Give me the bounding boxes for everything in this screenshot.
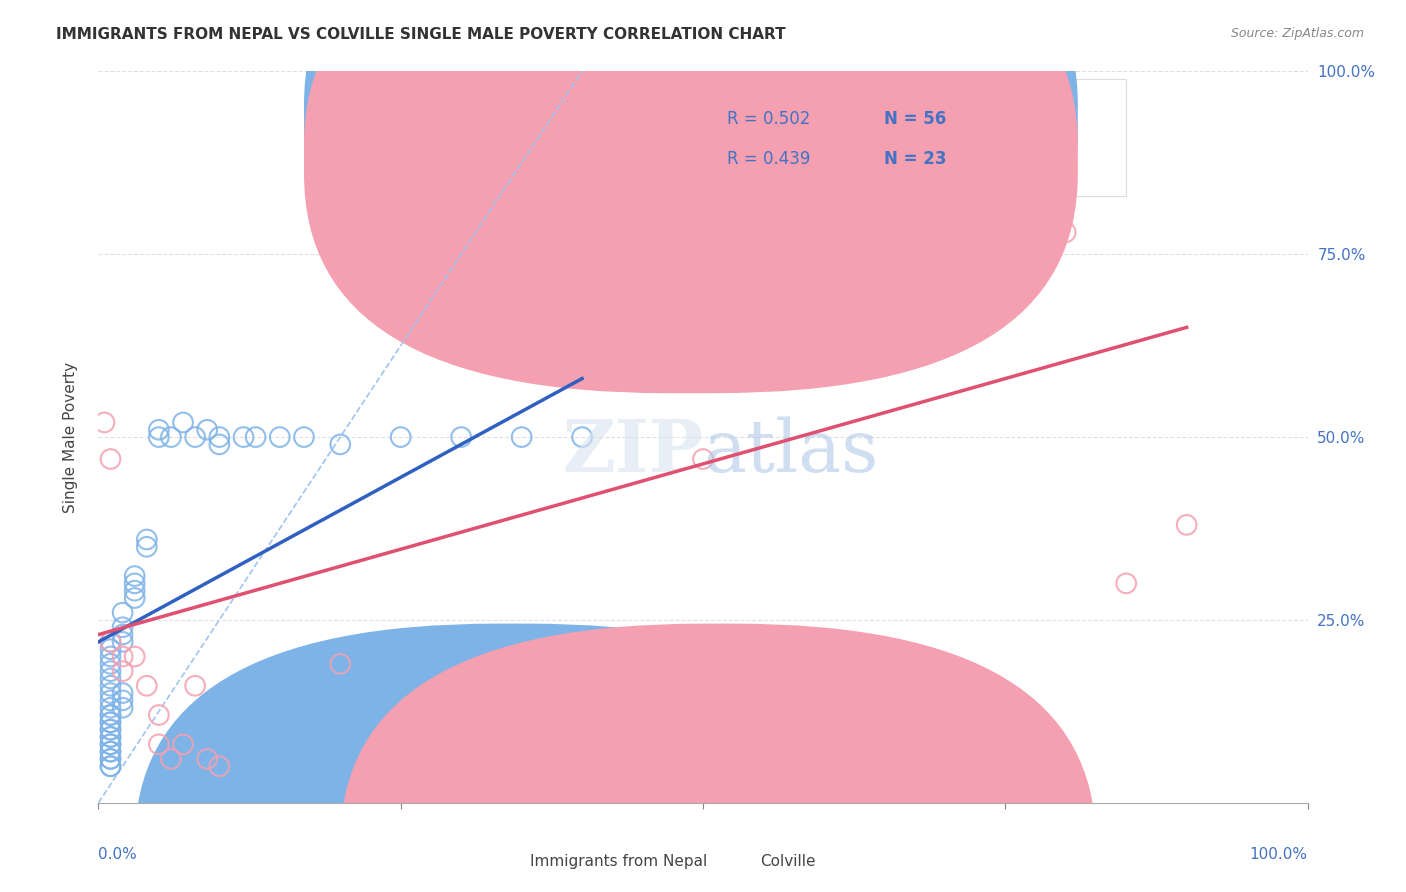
Point (100, 679, 122, 693)
Point (208, 759, 231, 773)
Point (100, 737, 122, 751)
Point (111, 700, 134, 714)
Text: Colville: Colville (759, 854, 815, 869)
Point (329, 657, 352, 671)
Point (124, 591, 146, 605)
Point (100, 642, 122, 657)
Point (124, 576, 146, 591)
Point (100, 752, 122, 766)
Point (100, 723, 122, 737)
Point (124, 583, 146, 598)
Point (245, 430, 267, 444)
Point (100, 657, 122, 671)
Point (100, 635, 122, 649)
Point (100, 452, 122, 467)
Point (172, 416, 194, 430)
Point (100, 672, 122, 686)
Point (100, 693, 122, 707)
Point (100, 686, 122, 700)
Point (208, 437, 231, 451)
Point (232, 430, 254, 444)
Point (510, 430, 533, 444)
Point (100, 752, 122, 766)
Point (329, 437, 352, 451)
Point (100, 723, 122, 737)
Point (1175, 517, 1198, 532)
Point (111, 664, 134, 678)
Point (135, 540, 157, 554)
Point (100, 635, 122, 649)
Point (111, 649, 134, 664)
Point (208, 430, 231, 444)
Text: Immigrants from Nepal: Immigrants from Nepal (530, 854, 707, 869)
FancyBboxPatch shape (304, 0, 1078, 393)
Text: R = 0.439: R = 0.439 (727, 150, 810, 168)
Point (813, 320, 835, 334)
Point (148, 423, 170, 437)
FancyBboxPatch shape (304, 0, 1078, 353)
Text: atlas: atlas (703, 417, 879, 487)
FancyBboxPatch shape (643, 78, 1126, 195)
Point (100, 745, 122, 759)
Text: Source: ZipAtlas.com: Source: ZipAtlas.com (1230, 27, 1364, 40)
Point (111, 686, 134, 700)
Point (124, 649, 146, 664)
Point (100, 715, 122, 730)
FancyBboxPatch shape (135, 624, 890, 892)
Point (111, 627, 134, 641)
Point (148, 430, 170, 444)
Text: R = 0.502: R = 0.502 (727, 110, 810, 128)
Point (111, 635, 134, 649)
Point (450, 693, 472, 707)
Point (100, 737, 122, 751)
Point (100, 708, 122, 723)
Point (184, 679, 207, 693)
Point (450, 430, 472, 444)
Point (135, 679, 157, 693)
Point (100, 745, 122, 759)
Point (292, 430, 315, 444)
Point (100, 664, 122, 678)
Point (100, 649, 122, 664)
Point (1115, 576, 1137, 591)
Point (172, 737, 194, 751)
Point (111, 606, 134, 620)
Point (184, 430, 207, 444)
Point (100, 730, 122, 744)
Point (389, 430, 412, 444)
Point (1054, 225, 1077, 239)
Point (100, 715, 122, 730)
Point (100, 708, 122, 723)
Point (934, 298, 956, 312)
Point (160, 752, 183, 766)
Text: N = 23: N = 23 (884, 150, 946, 168)
Point (269, 430, 291, 444)
Point (111, 620, 134, 634)
Point (148, 737, 170, 751)
Point (100, 730, 122, 744)
FancyBboxPatch shape (340, 624, 1097, 892)
Point (692, 452, 714, 467)
Point (135, 533, 157, 547)
Text: 100.0%: 100.0% (1250, 847, 1308, 862)
Point (100, 759, 122, 773)
Text: IMMIGRANTS FROM NEPAL VS COLVILLE SINGLE MALE POVERTY CORRELATION CHART: IMMIGRANTS FROM NEPAL VS COLVILLE SINGLE… (56, 27, 786, 42)
Point (195, 752, 218, 766)
Point (100, 700, 122, 714)
Point (160, 430, 183, 444)
Text: ZIP: ZIP (562, 417, 703, 487)
Point (571, 737, 593, 751)
Text: 0.0%: 0.0% (98, 847, 138, 862)
Point (100, 759, 122, 773)
Point (93, 416, 115, 430)
Y-axis label: Single Male Poverty: Single Male Poverty (63, 361, 77, 513)
Point (124, 569, 146, 583)
Point (571, 430, 593, 444)
Point (148, 708, 170, 723)
Point (111, 693, 134, 707)
Text: N = 56: N = 56 (884, 110, 946, 128)
Point (195, 423, 218, 437)
